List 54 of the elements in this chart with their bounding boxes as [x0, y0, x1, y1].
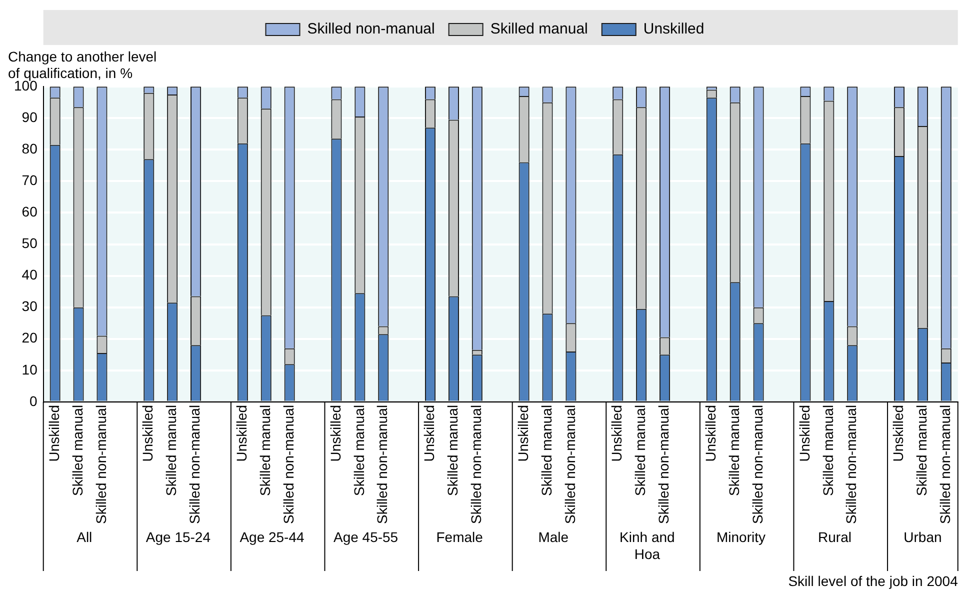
- x-tick-label: Skilled manual: [350, 404, 367, 496]
- text: Rural: [818, 528, 852, 545]
- x-tick-label: Unskilled: [140, 404, 156, 462]
- x-tick-label: Unskilled: [46, 404, 62, 462]
- x-tick-label: Skilled manual: [444, 404, 461, 496]
- y-tick-label: 20: [22, 330, 38, 346]
- x-tick-label: Skilled manual: [69, 404, 86, 496]
- legend-label: Skilled non-manual: [307, 20, 435, 38]
- x-tick-label: Unskilled: [421, 404, 438, 462]
- text: Minority: [716, 528, 766, 545]
- x-tick-label: Unskilled: [890, 404, 906, 462]
- x-tick-label: Skilled non-manual: [562, 404, 578, 524]
- x-tick-label: Unskilled: [234, 404, 250, 462]
- x-tick-label: Skilled non-manual: [374, 404, 390, 524]
- x-tick-label: Skilled non-manual: [468, 404, 484, 524]
- y-tick-label: 70: [22, 172, 38, 188]
- x-tick-label: Skilled manual: [163, 404, 180, 496]
- x-tick-label: Unskilled: [702, 404, 719, 462]
- x-tick-label: Skilled non-manual: [186, 404, 203, 524]
- text: All: [76, 528, 92, 545]
- x-tick-label: Skilled non-manual: [843, 404, 860, 524]
- x-tick-label: Skilled manual: [914, 404, 930, 496]
- y-tick-label: 40: [22, 266, 38, 283]
- legend-label: Skilled manual: [490, 20, 588, 38]
- x-tick-label: Skilled non-manual: [656, 404, 672, 524]
- text: Age 45-55: [333, 528, 398, 545]
- x-axis-title: Skill level of the job in 2004: [788, 572, 958, 589]
- x-tick-label: Skilled non-manual: [749, 404, 766, 524]
- x-tick-label: Skilled manual: [632, 404, 648, 496]
- text: Age 25-44: [240, 528, 305, 545]
- x-tick-label: Unskilled: [608, 404, 625, 462]
- y-tick-label: 90: [22, 108, 38, 125]
- y-tick-label: 60: [22, 204, 38, 220]
- legend-label: Unskilled: [643, 20, 704, 38]
- text: Age 15-24: [146, 528, 211, 545]
- x-tick-label: Skilled manual: [726, 404, 742, 496]
- x-tick-label: Skilled non-manual: [937, 404, 954, 524]
- x-tick-label: Skilled non-manual: [280, 404, 296, 524]
- x-tick-label: Unskilled: [327, 404, 344, 462]
- x-tick-label: Skilled manual: [538, 404, 554, 496]
- x-tick-label: Skilled manual: [820, 404, 836, 496]
- y-tick-label: 10: [22, 361, 38, 378]
- x-tick-label: Skilled non-manual: [92, 404, 109, 524]
- x-tick-label: Unskilled: [514, 404, 531, 462]
- text: Urban: [904, 528, 942, 545]
- text: Male: [538, 528, 569, 545]
- y-tick-label: 50: [22, 235, 38, 252]
- y-tick-label: 30: [22, 298, 38, 314]
- y-tick-label: 0: [30, 392, 38, 409]
- x-tick-label: Unskilled: [796, 404, 812, 462]
- text: Female: [436, 528, 484, 545]
- y-tick-label: 80: [22, 140, 38, 157]
- text: Kinh and Hoa: [620, 528, 675, 562]
- x-tick-label: Skilled manual: [256, 404, 273, 496]
